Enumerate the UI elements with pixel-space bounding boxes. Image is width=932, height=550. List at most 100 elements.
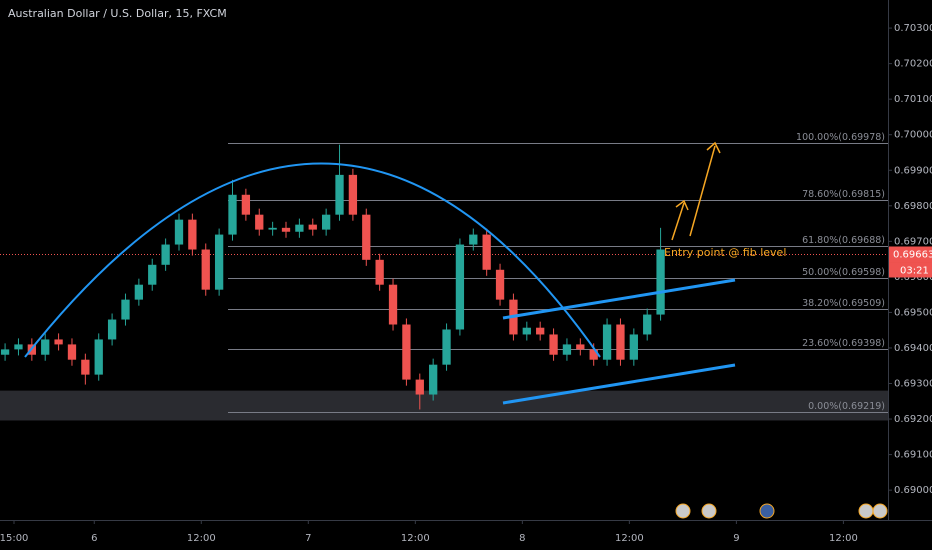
candle-body [602, 324, 612, 360]
candle-body [134, 284, 144, 300]
fib-label: 38.20%(0.69509) [802, 298, 885, 309]
candle-body [161, 244, 170, 265]
candle-body [241, 194, 251, 215]
x-tick-label: 6 [91, 533, 97, 544]
candle-body [67, 344, 77, 360]
candle-body [576, 344, 585, 350]
candle-body [536, 327, 545, 335]
y-tick-label: 0.70200 [894, 59, 932, 70]
candle-body [214, 234, 224, 290]
candle-body [656, 249, 665, 315]
candle-body [295, 224, 304, 232]
y-tick-label: 0.69800 [894, 201, 932, 212]
fib-label: 50.00%(0.69598) [802, 267, 885, 278]
y-tick-label: 0.69700 [894, 236, 932, 247]
candle-body [643, 314, 652, 335]
candle-body [148, 264, 157, 285]
candle-body [174, 219, 184, 245]
candle-body [629, 334, 638, 360]
candle-body [522, 327, 531, 335]
candle-body [201, 249, 210, 290]
arc-drawing [24, 162, 601, 358]
x-tick-label: 9 [733, 533, 739, 544]
candle-body [255, 214, 264, 230]
candle-body [321, 214, 331, 230]
candle-body [81, 359, 90, 375]
candle-body [362, 214, 371, 260]
fib-layer: 100.00%(0.69978) 78.60%(0.69815) 61.80%(0.… [0, 132, 888, 413]
arrow-short [671, 202, 685, 241]
candle-body [228, 194, 237, 235]
y-tick-label: 0.70000 [894, 130, 932, 141]
x-tick-label: 8 [519, 533, 525, 544]
fib-label: 61.80%(0.69688) [802, 235, 885, 246]
candle-body [107, 319, 117, 340]
candle-body [469, 234, 478, 245]
candle-body [589, 349, 598, 360]
countdown-box [889, 262, 932, 278]
candle-body [429, 364, 438, 395]
y-tick-label: 0.69000 [894, 485, 932, 496]
fib-label: 78.60%(0.69815) [802, 189, 885, 200]
lower-trendline [502, 363, 736, 405]
candle-body [0, 349, 10, 355]
y-tick-label: 0.69300 [894, 379, 932, 390]
y-tick-label: 0.69900 [894, 165, 932, 176]
fib-label: 0.00%(0.69219) [808, 401, 885, 412]
candle-body [14, 344, 23, 350]
candle-body [616, 324, 625, 360]
candle-body [442, 329, 451, 365]
event-icons [675, 503, 888, 519]
candle-body [375, 259, 384, 285]
candle-body [495, 269, 505, 300]
last-price-label: 0.69663 [893, 249, 932, 260]
upper-trendline [502, 278, 736, 320]
candle-body [562, 344, 572, 355]
candle-body [54, 339, 63, 345]
x-tick-label: 12:00 [187, 533, 216, 544]
fib-label: 100.00%(0.69978) [796, 132, 885, 143]
event-icon [701, 503, 717, 519]
x-tick-label: 12:00 [401, 533, 430, 544]
candle-body [455, 244, 465, 330]
y-tick-label: 0.70300 [894, 23, 932, 34]
candle-body [348, 174, 358, 215]
zone-layer [0, 390, 888, 421]
candle-body [482, 234, 491, 270]
candle-body [121, 299, 130, 320]
countdown-label: 03:21 [900, 265, 929, 276]
chart-title: Australian Dollar / U.S. Dollar, 15, FXC… [8, 7, 227, 20]
y-tick-label: 0.70100 [894, 94, 932, 105]
event-icon [675, 503, 691, 519]
candle-body [388, 284, 398, 325]
candle-body [335, 174, 344, 215]
arrow-head [675, 199, 689, 211]
y-tick-label: 0.69400 [894, 343, 932, 354]
candle-body [402, 324, 411, 380]
candle-body [415, 379, 424, 395]
support-zone [0, 390, 888, 421]
x-tick-label: 12:00 [615, 533, 644, 544]
last-price-box [889, 246, 932, 263]
candle-body [94, 339, 103, 375]
annotation: Entry point @ fib level [664, 246, 786, 259]
arrow-head [706, 141, 721, 154]
event-icon [759, 503, 775, 519]
candle-body [281, 227, 291, 232]
x-tick-label: 7 [305, 533, 311, 544]
arrow-long [689, 145, 716, 237]
y-tick-label: 0.69100 [894, 450, 932, 461]
candle-body [188, 219, 197, 250]
candle-body [549, 334, 558, 355]
event-icon [872, 503, 888, 519]
arrows [671, 141, 721, 241]
event-icon [858, 503, 874, 519]
candle-body [41, 339, 50, 355]
candle-body [308, 224, 317, 230]
y-tick-label: 0.69500 [894, 307, 932, 318]
candle-body [268, 227, 277, 230]
x-tick-label: 15:00 [0, 533, 28, 544]
fib-label: 23.60%(0.69398) [802, 338, 885, 349]
